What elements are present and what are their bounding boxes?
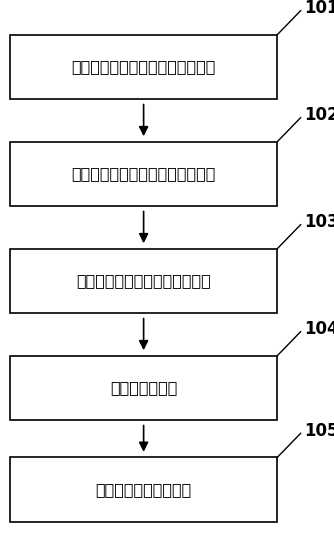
Bar: [10, 457, 277, 522]
Bar: [10, 249, 277, 313]
Text: 101: 101: [304, 0, 334, 17]
Text: 根据电加热井筒的结构确定总热阻: 根据电加热井筒的结构确定总热阻: [71, 59, 216, 74]
Text: 104: 104: [304, 320, 334, 338]
Text: 105: 105: [304, 422, 334, 440]
Bar: [10, 35, 277, 99]
Text: 102: 102: [304, 106, 334, 124]
Text: 计算井筒温度场: 计算井筒温度场: [110, 380, 177, 395]
Text: 对压力场进行耦合计算: 对压力场进行耦合计算: [96, 482, 192, 497]
Text: 103: 103: [304, 213, 334, 231]
Text: 确定水泥环外缘至地层的传热量: 确定水泥环外缘至地层的传热量: [76, 273, 211, 288]
Text: 计算油管中心至水泥环外缘的传热: 计算油管中心至水泥环外缘的传热: [71, 166, 216, 181]
Bar: [10, 356, 277, 420]
Bar: [10, 142, 277, 206]
